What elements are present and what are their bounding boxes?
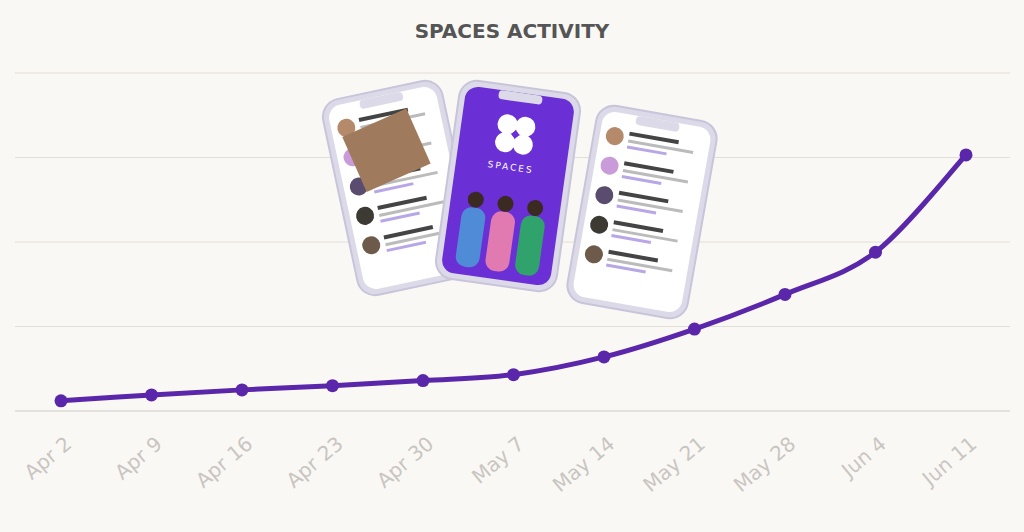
marker bbox=[779, 288, 792, 301]
grid bbox=[15, 73, 1010, 411]
phone-notch bbox=[359, 91, 404, 109]
figure-head bbox=[467, 191, 485, 209]
avatar bbox=[354, 205, 375, 226]
avatar bbox=[594, 185, 615, 206]
marker bbox=[869, 246, 882, 259]
text-line bbox=[380, 211, 420, 222]
x-tick-label: Apr 30 bbox=[372, 431, 438, 492]
phone-body bbox=[434, 78, 583, 293]
x-tick-label: May 14 bbox=[548, 431, 619, 496]
background bbox=[0, 0, 1024, 532]
text-line bbox=[627, 145, 667, 155]
phone-body bbox=[565, 103, 720, 321]
phone-middle: SPACES bbox=[434, 78, 583, 293]
x-tick-label: Jun 4 bbox=[835, 431, 891, 483]
figure-head bbox=[496, 195, 514, 213]
x-tick-label: Apr 2 bbox=[20, 431, 77, 484]
phone-right bbox=[565, 103, 720, 321]
data-group bbox=[55, 148, 973, 407]
title: SPACES ACTIVITY bbox=[415, 19, 610, 43]
avatar bbox=[599, 155, 620, 176]
line bbox=[61, 155, 966, 401]
grid-line bbox=[15, 73, 1010, 74]
chart: SPACES ACTIVITYApr 2Apr 9Apr 16Apr 23Apr… bbox=[0, 0, 1024, 532]
marker bbox=[960, 148, 973, 161]
avatar bbox=[604, 126, 625, 147]
x-tick-label: Apr 9 bbox=[110, 431, 167, 484]
annotation: SPACES bbox=[487, 159, 534, 175]
text-line bbox=[386, 241, 426, 252]
figure-head bbox=[526, 199, 544, 217]
phone-mockups: SPACES bbox=[320, 78, 720, 322]
chart-root: SPACES ACTIVITYApr 2Apr 9Apr 16Apr 23Apr… bbox=[0, 0, 1024, 532]
text-line bbox=[606, 264, 646, 274]
marker bbox=[417, 374, 430, 387]
text-line bbox=[616, 205, 656, 215]
x-tick-label: May 7 bbox=[467, 431, 529, 488]
avatar bbox=[583, 244, 604, 265]
marker bbox=[55, 394, 68, 407]
phone-screen bbox=[572, 110, 713, 314]
phone-screen bbox=[440, 85, 575, 286]
marker bbox=[145, 388, 158, 401]
phone-notch bbox=[635, 116, 680, 133]
photo bbox=[342, 109, 430, 192]
avatar bbox=[361, 235, 382, 256]
text-line bbox=[611, 234, 651, 244]
grid-line bbox=[15, 326, 1010, 327]
figure bbox=[454, 206, 486, 269]
figure bbox=[484, 210, 516, 273]
figure bbox=[514, 214, 546, 277]
x-axis-labels: Apr 2 Apr 9 Apr 16 Apr 23 Apr 30 May 7 May 14 M… bbox=[20, 431, 982, 496]
marker bbox=[326, 379, 339, 392]
x-tick-label: Apr 23 bbox=[281, 431, 347, 492]
logo-center bbox=[512, 131, 519, 138]
marker bbox=[236, 383, 249, 396]
marker bbox=[598, 350, 611, 363]
grid-line bbox=[15, 411, 1010, 412]
avatar bbox=[589, 214, 610, 235]
x-tick-label: Apr 16 bbox=[191, 431, 257, 492]
x-tick-label: May 21 bbox=[638, 431, 709, 496]
phone-notch bbox=[498, 90, 543, 105]
x-tick-label: Jun 11 bbox=[916, 431, 981, 491]
marker bbox=[507, 368, 520, 381]
text-line bbox=[622, 175, 662, 185]
marker bbox=[688, 323, 701, 336]
x-tick-label: May 28 bbox=[729, 431, 800, 496]
